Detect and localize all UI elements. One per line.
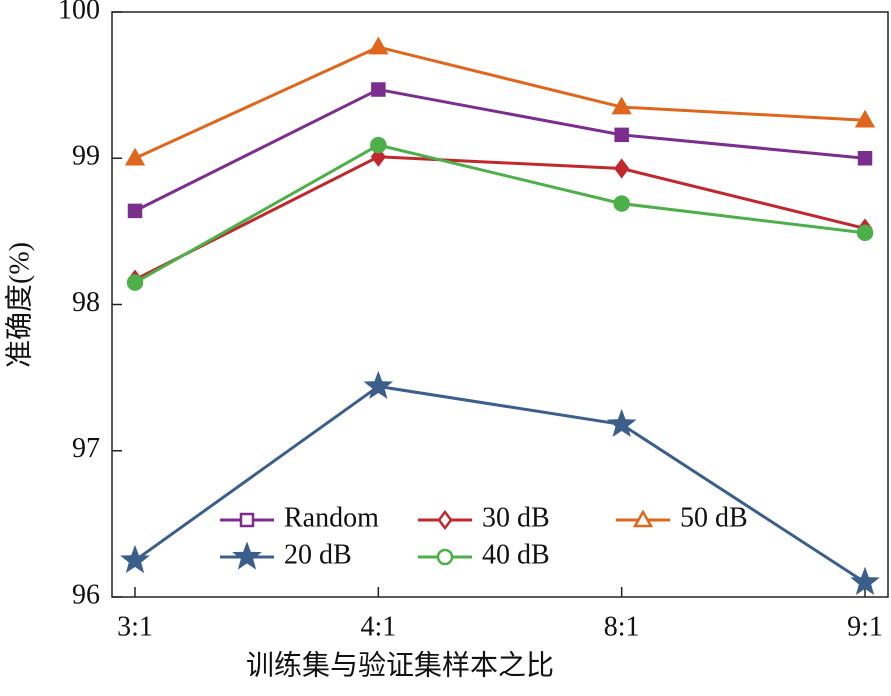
y-tick-label: 96: [72, 579, 100, 610]
marker: [857, 151, 873, 166]
series-line: [134, 45, 866, 160]
x-tick-label: 8:1: [604, 611, 640, 642]
marker: [371, 82, 386, 97]
y-tick-label: 98: [72, 287, 100, 318]
series-line: [134, 87, 866, 213]
legend-label: 40 dB: [482, 539, 550, 570]
x-axis-label: 训练集与验证集样本之比: [246, 649, 554, 681]
marker: [368, 36, 389, 55]
marker: [850, 566, 880, 596]
marker: [856, 224, 874, 242]
y-tick-label: 100: [58, 0, 100, 25]
marker: [614, 127, 629, 143]
y-tick-label: 99: [72, 141, 100, 172]
y-tick-label: 97: [72, 433, 100, 464]
series-line: [134, 155, 866, 281]
x-tick-label: 3:1: [117, 611, 153, 642]
marker: [614, 158, 630, 179]
legend-label: 20 dB: [284, 539, 352, 570]
marker: [613, 195, 630, 212]
marker: [370, 146, 386, 167]
series-line: [134, 384, 866, 584]
marker: [854, 109, 876, 128]
marker: [436, 548, 454, 566]
marker: [606, 408, 637, 438]
marker: [437, 509, 453, 531]
legend-label: 30 dB: [482, 502, 550, 533]
legend-label: 50 dB: [680, 502, 748, 533]
marker: [239, 512, 255, 528]
marker: [126, 274, 144, 291]
marker: [611, 96, 632, 115]
marker: [127, 203, 143, 219]
marker: [370, 136, 387, 154]
legend-label: Random: [284, 502, 379, 533]
marker: [632, 509, 654, 528]
marker: [363, 370, 394, 400]
y-axis-label: 准确度(%): [3, 242, 35, 368]
marker: [124, 147, 146, 166]
x-tick-label: 9:1: [847, 611, 883, 642]
x-tick-label: 4:1: [360, 611, 396, 642]
marker: [232, 541, 262, 570]
marker: [120, 544, 150, 574]
series-line: [134, 143, 866, 284]
